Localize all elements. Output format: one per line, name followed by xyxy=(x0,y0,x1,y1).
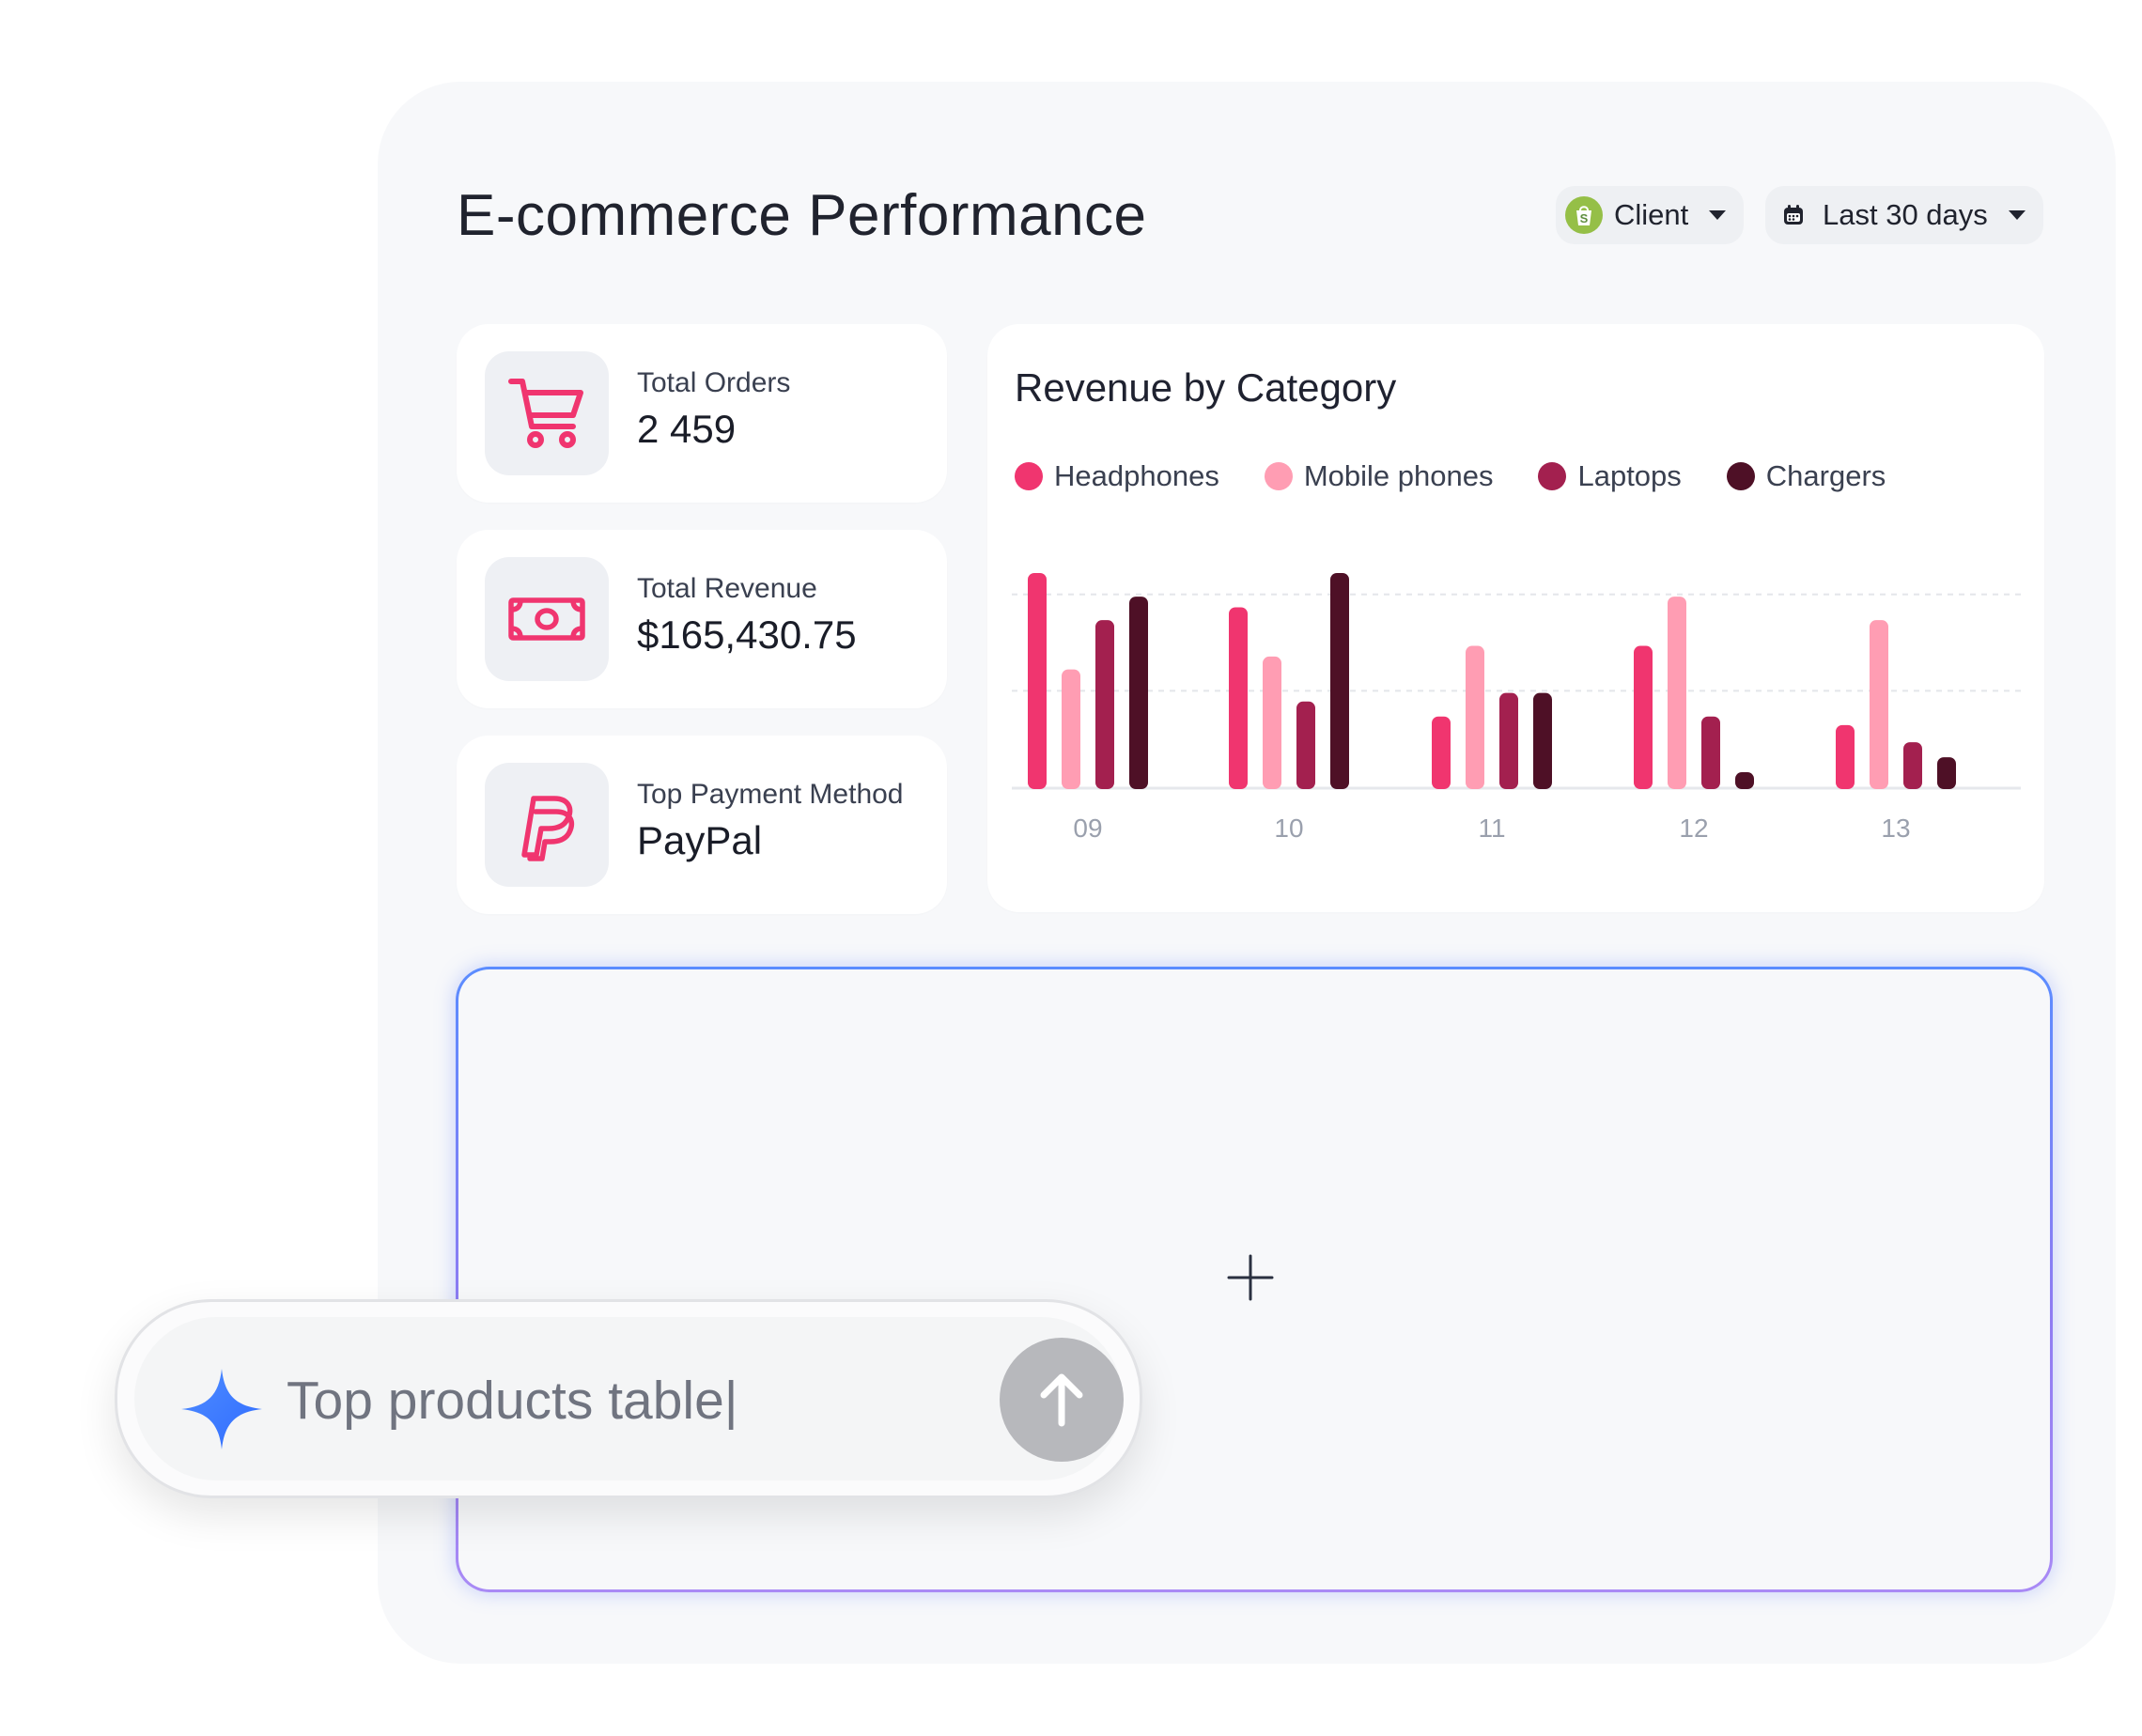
kpi-value: PayPal xyxy=(637,818,763,862)
legend-swatch xyxy=(1538,462,1567,490)
bar-mobile-phones-13 xyxy=(1870,620,1888,789)
kpi-card-total-orders: Total Orders 2 459 xyxy=(457,324,947,503)
bar-mobile-phones-09 xyxy=(1062,669,1080,789)
bar-headphones-13 xyxy=(1836,724,1855,789)
kpi-card-top-payment-method: Top Payment Method PayPal xyxy=(457,736,947,914)
bar-chargers-13 xyxy=(1937,757,1956,789)
bar-chart-plot: 09 10 11 12 13 xyxy=(1012,573,2021,843)
arrow-up-icon xyxy=(1040,1373,1083,1427)
date-range-label: Last 30 days xyxy=(1823,198,1988,231)
svg-text:S: S xyxy=(1580,211,1589,225)
shopify-icon: S xyxy=(1565,196,1603,234)
bar-headphones-09 xyxy=(1028,573,1047,789)
x-tick-label: 10 xyxy=(1274,814,1303,843)
bar-headphones-11 xyxy=(1432,716,1451,789)
calendar-icon xyxy=(1781,203,1806,227)
legend-item-headphones: Headphones xyxy=(1015,459,1219,493)
legend-label: Mobile phones xyxy=(1303,459,1494,492)
x-tick-label: 12 xyxy=(1679,814,1708,843)
ai-prompt-bar: Top products table| xyxy=(115,1299,1142,1498)
send-button[interactable] xyxy=(1000,1338,1124,1462)
bar-chargers-09 xyxy=(1129,597,1148,789)
legend-label: Chargers xyxy=(1765,459,1886,492)
plus-icon[interactable] xyxy=(1227,1254,1274,1301)
legend-swatch xyxy=(1264,462,1293,490)
chart-title: Revenue by Category xyxy=(1015,365,1397,410)
bar-mobile-phones-11 xyxy=(1466,645,1484,789)
legend-item-chargers: Chargers xyxy=(1726,459,1886,493)
x-tick-label: 13 xyxy=(1881,814,1910,843)
bar-chargers-11 xyxy=(1533,692,1552,789)
kpi-card-total-revenue: Total Revenue $165,430.75 xyxy=(457,530,947,708)
bar-chargers-12 xyxy=(1735,772,1754,789)
paypal-icon xyxy=(485,763,609,887)
bar-laptops-09 xyxy=(1095,620,1114,789)
cart-icon xyxy=(485,351,609,475)
chart-legend: Headphones Mobile phones Laptops Charger… xyxy=(1015,459,1931,493)
bar-mobile-phones-10 xyxy=(1263,656,1281,789)
kpi-label: Total Revenue xyxy=(637,573,817,604)
legend-label: Headphones xyxy=(1054,459,1219,492)
client-dropdown[interactable]: S Client xyxy=(1556,186,1744,244)
bar-headphones-12 xyxy=(1634,645,1653,789)
kpi-label: Top Payment Method xyxy=(637,779,904,810)
bar-headphones-10 xyxy=(1229,607,1248,789)
kpi-label: Total Orders xyxy=(637,367,791,398)
revenue-by-category-chart: Revenue by Category Headphones Mobile ph… xyxy=(987,324,2044,912)
add-widget-area[interactable] xyxy=(456,967,2053,1592)
legend-swatch xyxy=(1726,462,1755,490)
legend-swatch xyxy=(1015,462,1043,490)
legend-item-mobile-phones: Mobile phones xyxy=(1264,459,1494,493)
date-range-dropdown[interactable]: Last 30 days xyxy=(1765,186,2043,244)
chevron-down-icon xyxy=(1709,210,1727,220)
bar-mobile-phones-12 xyxy=(1668,597,1686,789)
client-label: Client xyxy=(1614,198,1689,231)
legend-item-laptops: Laptops xyxy=(1538,459,1682,493)
x-tick-label: 09 xyxy=(1073,814,1102,843)
legend-label: Laptops xyxy=(1577,459,1682,492)
page-title: E-commerce Performance xyxy=(457,183,1147,248)
sparkle-icon xyxy=(181,1369,262,1449)
bar-laptops-13 xyxy=(1903,742,1922,789)
bar-laptops-10 xyxy=(1296,701,1315,789)
bar-laptops-12 xyxy=(1701,716,1720,789)
cash-icon xyxy=(485,557,609,681)
kpi-value: $165,430.75 xyxy=(637,612,857,657)
prompt-input[interactable]: Top products table| xyxy=(287,1371,738,1431)
bar-laptops-11 xyxy=(1499,692,1518,789)
kpi-value: 2 459 xyxy=(637,407,737,451)
x-tick-label: 11 xyxy=(1478,814,1505,843)
chevron-down-icon xyxy=(2008,210,2026,220)
ai-prompt-inner: Top products table| xyxy=(134,1317,1124,1480)
bar-chargers-10 xyxy=(1330,573,1349,789)
